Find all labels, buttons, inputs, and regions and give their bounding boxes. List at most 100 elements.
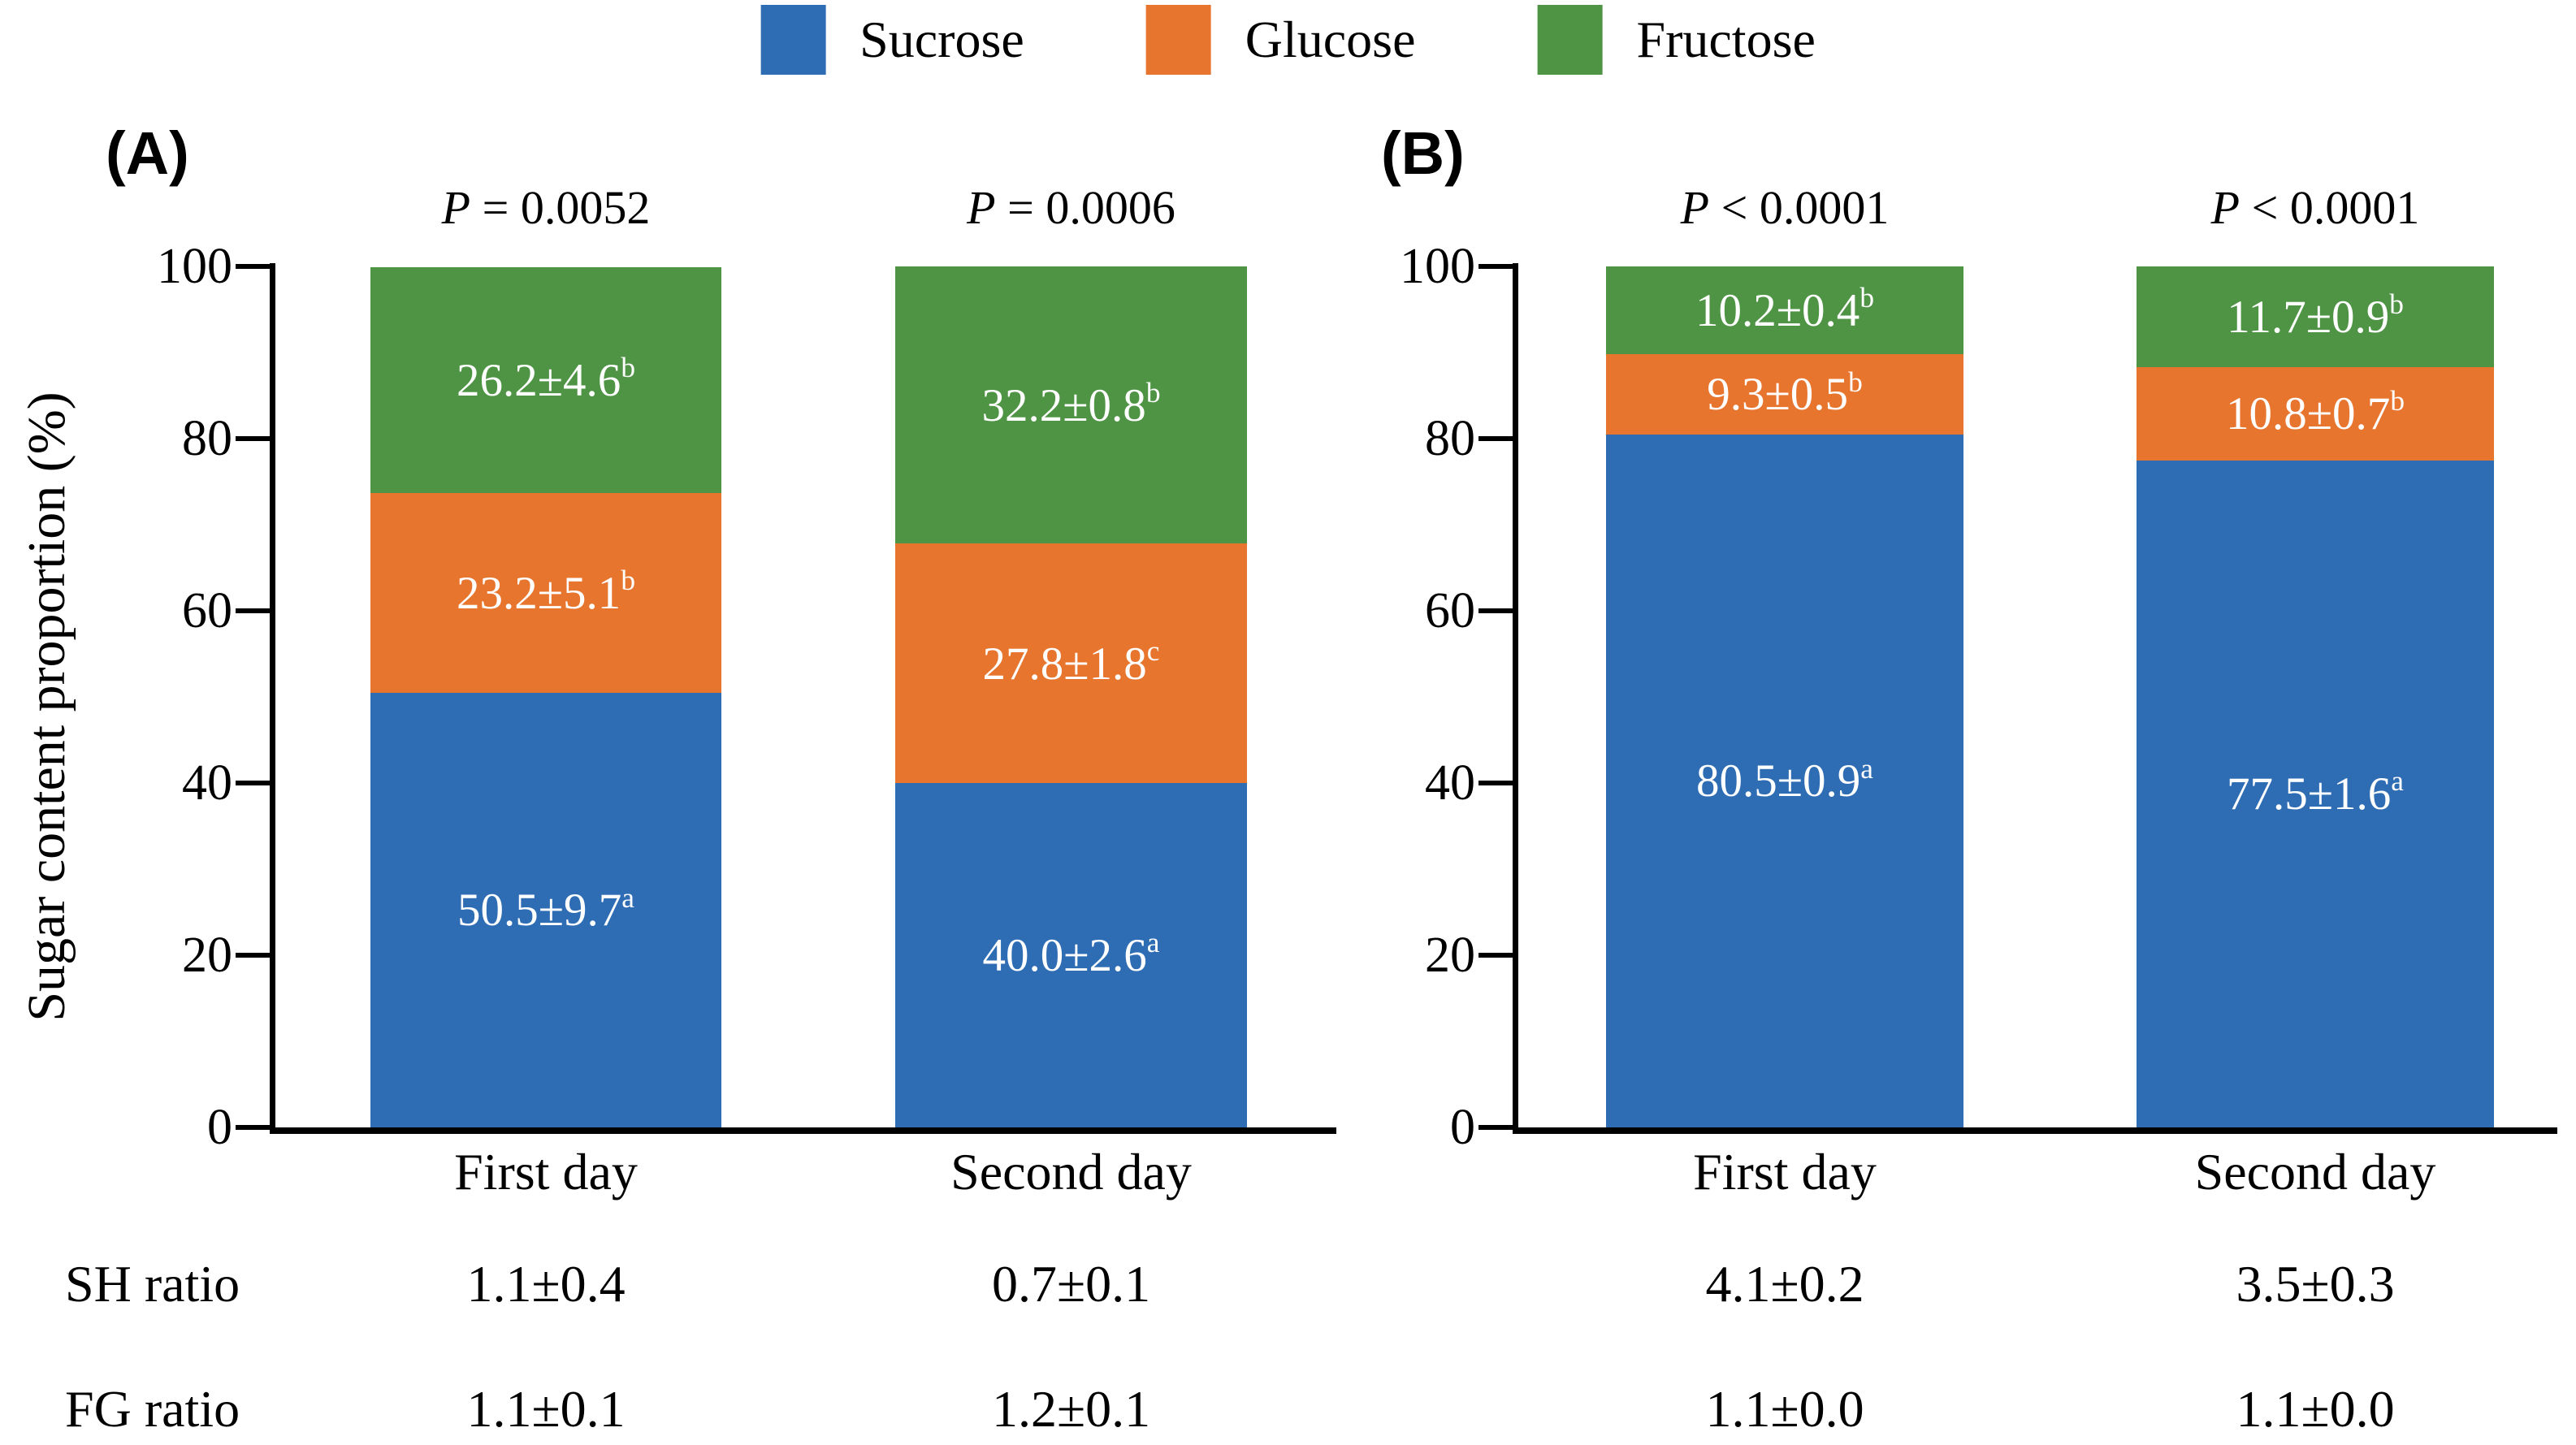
y-axis-tick: [1478, 953, 1513, 958]
x-axis-line: [270, 1127, 1336, 1134]
legend-label-sucrose: Sucrose: [859, 11, 1024, 68]
p-italic: P: [2210, 181, 2240, 234]
fg-ratio-row-label: FG ratio: [65, 1380, 240, 1438]
stacked-bar: 50.5±9.7a 23.2±5.1b 26.2±4.6b: [370, 267, 721, 1127]
y-tick-label: 60: [1425, 583, 1475, 638]
y-tick-label: 60: [182, 583, 232, 638]
bar-segment-fructose: 10.2±0.4b: [1606, 266, 1963, 355]
significance-letter: b: [1145, 376, 1161, 409]
segment-value-label: 9.3±0.5b: [1707, 366, 1863, 421]
bar-segment-glucose: 9.3±0.5b: [1606, 354, 1963, 435]
p-value-label: P < 0.0001: [2210, 181, 2420, 234]
x-axis-line: [1513, 1127, 2557, 1134]
legend: Sucrose Glucose Fructose: [760, 5, 1816, 75]
p-value-label: P = 0.0052: [441, 181, 651, 234]
p-value-label: P < 0.0001: [1680, 181, 1890, 234]
y-tick-label: 40: [1425, 755, 1475, 811]
y-axis-spine: [270, 263, 275, 1134]
segment-value-label: 26.2±4.6b: [457, 352, 635, 406]
segment-value-label: 10.8±0.7b: [2226, 385, 2405, 440]
bar-segment-glucose: 10.8±0.7b: [2137, 367, 2494, 461]
stacked-bar: 40.0±2.6a 27.8±1.8c 32.2±0.8b: [895, 266, 1247, 1127]
y-axis-tick: [236, 781, 270, 785]
segment-value-label: 10.2±0.4b: [1695, 282, 1874, 337]
sh-ratio-value: 3.5±0.3: [2236, 1255, 2395, 1313]
sh-ratio-value: 1.1±0.4: [466, 1255, 626, 1313]
y-axis-tick: [236, 1125, 270, 1130]
segment-value-label: 80.5±0.9a: [1696, 752, 1873, 807]
bar-segment-fructose: 26.2±4.6b: [370, 267, 721, 493]
y-tick-label: 100: [1400, 239, 1475, 294]
p-italic: P: [1680, 181, 1710, 234]
bar-segment-sucrose: 77.5±1.6a: [2137, 460, 2494, 1127]
bar-segment-glucose: 23.2±5.1b: [370, 492, 721, 693]
stacked-bar: 77.5±1.6a 10.8±0.7b 11.7±0.9b: [2137, 266, 2494, 1127]
significance-letter: b: [1848, 366, 1863, 398]
y-axis-tick: [236, 264, 270, 269]
legend-item-fructose: Fructose: [1537, 5, 1816, 75]
segment-value-label: 50.5±9.7a: [457, 881, 634, 937]
stacked-bar: 80.5±0.9a 9.3±0.5b 10.2±0.4b: [1606, 266, 1963, 1127]
y-axis-tick: [236, 953, 270, 958]
bar-segment-sucrose: 40.0±2.6a: [895, 783, 1247, 1127]
x-category-label: Second day: [2194, 1143, 2436, 1201]
sh-ratio-row-label: SH ratio: [65, 1255, 240, 1313]
panel-a-label: (A): [106, 119, 189, 187]
y-axis-spine: [1513, 263, 1518, 1134]
y-tick-label: 20: [1425, 928, 1475, 983]
y-axis-title: Sugar content proportion (%): [17, 392, 76, 1022]
significance-letter: b: [621, 564, 635, 596]
segment-value-label: 23.2±5.1b: [457, 564, 635, 619]
significance-letter: a: [1146, 927, 1160, 959]
p-italic: P: [967, 181, 996, 234]
bar-segment-sucrose: 80.5±0.9a: [1606, 434, 1963, 1127]
segment-value-label: 77.5±1.6a: [2227, 765, 2404, 820]
significance-letter: a: [1860, 752, 1873, 785]
segment-value-label: 27.8±1.8c: [982, 634, 1160, 690]
legend-label-fructose: Fructose: [1636, 11, 1816, 68]
bar-segment-sucrose: 50.5±9.7a: [370, 692, 721, 1127]
sucrose-swatch-icon: [760, 5, 826, 75]
sh-ratio-value: 0.7±0.1: [991, 1255, 1151, 1313]
bar-segment-glucose: 27.8±1.8c: [895, 543, 1247, 783]
panel-b-label: (B): [1381, 119, 1465, 187]
significance-letter: a: [621, 881, 634, 914]
legend-item-sucrose: Sucrose: [760, 5, 1024, 75]
segment-value-label: 11.7±0.9b: [2227, 288, 2404, 344]
y-axis-tick: [1478, 436, 1513, 441]
y-axis-tick: [1478, 1125, 1513, 1130]
fg-ratio-value: 1.2±0.1: [991, 1380, 1151, 1438]
x-category-label: Second day: [950, 1143, 1192, 1201]
p-value-label: P = 0.0006: [967, 181, 1175, 234]
significance-letter: c: [1146, 634, 1160, 667]
segment-value-label: 40.0±2.6a: [982, 927, 1160, 981]
significance-letter: b: [621, 352, 635, 384]
sh-ratio-value: 4.1±0.2: [1705, 1255, 1864, 1313]
segment-value-label: 32.2±0.8b: [981, 376, 1161, 431]
fructose-swatch-icon: [1537, 5, 1603, 75]
y-axis-tick: [1478, 781, 1513, 785]
y-tick-label: 40: [182, 755, 232, 811]
y-tick-label: 80: [1425, 411, 1475, 466]
bar-segment-fructose: 11.7±0.9b: [2137, 266, 2494, 368]
x-category-label: First day: [1693, 1143, 1877, 1201]
legend-label-glucose: Glucose: [1245, 11, 1416, 68]
glucose-swatch-icon: [1145, 5, 1211, 75]
significance-letter: a: [2391, 765, 2404, 798]
y-tick-label: 0: [207, 1100, 232, 1155]
fg-ratio-value: 1.1±0.1: [466, 1380, 626, 1438]
y-tick-label: 80: [182, 411, 232, 466]
y-tick-label: 0: [1450, 1100, 1475, 1155]
y-tick-label: 20: [182, 928, 232, 983]
significance-letter: b: [1859, 282, 1874, 314]
y-axis-tick: [1478, 264, 1513, 269]
p-italic: P: [441, 181, 471, 234]
significance-letter: b: [2390, 385, 2405, 417]
y-axis-tick: [236, 436, 270, 441]
y-tick-label: 100: [157, 239, 232, 294]
y-axis-tick: [236, 608, 270, 613]
y-axis-tick: [1478, 608, 1513, 613]
bar-segment-fructose: 32.2±0.8b: [895, 266, 1247, 544]
significance-letter: b: [2389, 288, 2404, 321]
